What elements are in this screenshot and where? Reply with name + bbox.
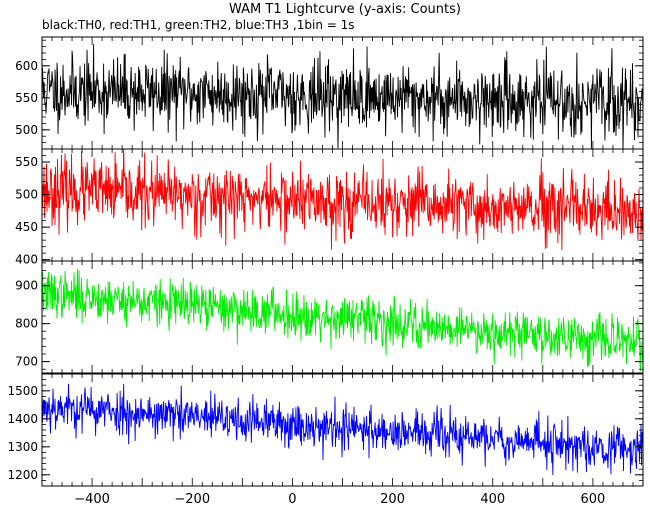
y-tick-label-TH1-2: 500 (15, 188, 38, 202)
y-tick-label-TH3-0: 1200 (7, 468, 38, 482)
series-line-TH2 (42, 268, 643, 372)
x-axis: −400 −200 0 200 400 600 (74, 492, 605, 505)
x-tick-label-4: 400 (480, 492, 505, 505)
y-tick-label-TH3-3: 1500 (7, 384, 38, 398)
chart-subtitle: black:TH0, red:TH1, green:TH2, blue:TH3 … (42, 18, 355, 32)
y-tick-label-TH2-2: 900 (15, 279, 38, 293)
panel-TH2: 700 800 900 (15, 260, 644, 374)
y-tick-label-TH1-1: 450 (15, 220, 38, 234)
series-line-TH3 (42, 383, 643, 476)
y-tick-label-TH3-2: 1400 (7, 412, 38, 426)
x-tick-label-1: −200 (174, 492, 210, 505)
y-tick-label-TH1-3: 550 (15, 155, 38, 169)
y-tick-label-TH1-0: 400 (15, 253, 38, 267)
x-tick-label-0: −400 (74, 492, 110, 505)
series-line-TH0 (42, 44, 643, 149)
y-tick-label-TH0-2: 600 (15, 59, 38, 73)
y-tick-label-TH2-1: 800 (15, 317, 38, 331)
y-tick-label-TH2-0: 700 (15, 355, 38, 369)
panel-TH1: 400 450 500 550 (15, 148, 644, 267)
panel-TH3: 1200 1300 1400 1500 (7, 373, 644, 487)
panel-TH0: 500 550 600 (15, 36, 644, 150)
x-tick-label-3: 200 (380, 492, 405, 505)
y-tick-label-TH0-0: 500 (15, 123, 38, 137)
series-line-TH1 (42, 149, 643, 250)
x-tick-label-5: 600 (581, 492, 606, 505)
y-tick-label-TH3-1: 1300 (7, 440, 38, 454)
y-tick-label-TH0-1: 550 (15, 91, 38, 105)
chart-title: WAM T1 Lightcurve (y-axis: Counts) (229, 2, 461, 17)
x-tick-label-2: 0 (288, 492, 296, 505)
panels-group: 500 550 600 400 450 500 550 700 800 900 1200 1300 14… (7, 36, 644, 487)
